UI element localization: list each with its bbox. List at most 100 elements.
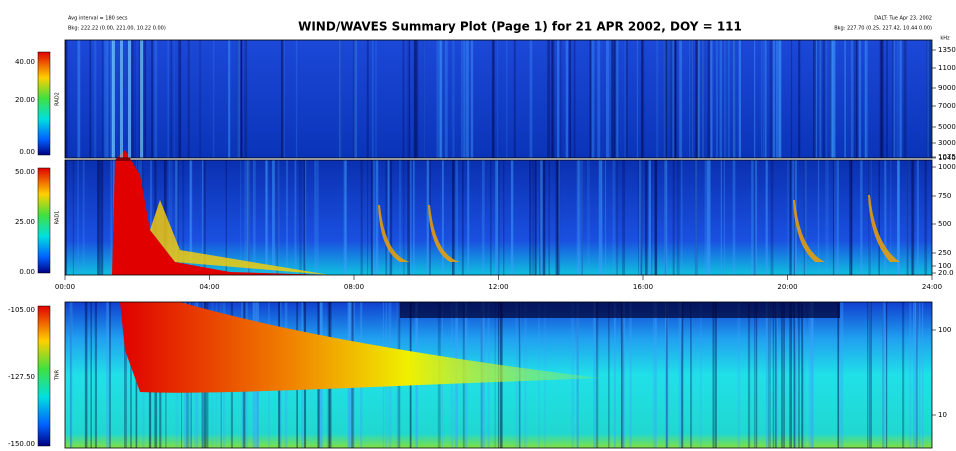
streak: [904, 40, 907, 158]
streak: [919, 302, 920, 448]
panel-label: RAD1: [55, 211, 61, 225]
streak: [170, 40, 172, 158]
streak: [695, 160, 697, 275]
streak: [641, 160, 643, 275]
colorbar: [38, 306, 50, 446]
streak: [94, 40, 97, 158]
streak: [305, 160, 306, 275]
streak: [168, 40, 169, 158]
colorbar-tick-label: 0.00: [19, 148, 35, 156]
streak: [131, 40, 133, 158]
streak: [73, 160, 74, 275]
streak: [629, 302, 631, 448]
streak: [578, 160, 580, 275]
freq-tick-label: 9000: [938, 84, 956, 92]
streak: [617, 40, 618, 158]
streak: [540, 160, 543, 275]
streak: [909, 302, 911, 448]
streak: [104, 40, 105, 158]
streak: [837, 302, 839, 448]
streak: [771, 160, 774, 275]
streak: [896, 40, 899, 158]
streak: [700, 302, 702, 448]
streak: [85, 302, 88, 448]
streak: [503, 160, 504, 275]
streak: [645, 160, 648, 275]
streak: [679, 40, 682, 158]
header-left-line: Bkg: 222.22 (0.00, 221.00, 10.22 0.00): [68, 26, 166, 32]
colorbar-tick-label: 0.00: [19, 268, 35, 276]
streak: [277, 160, 279, 275]
streak: [883, 302, 886, 448]
streak: [416, 40, 417, 158]
streak: [622, 302, 625, 448]
streak: [587, 160, 590, 275]
streak: [535, 160, 537, 275]
streak: [922, 302, 923, 448]
streak: [462, 160, 463, 275]
streak: [720, 40, 722, 158]
streak: [884, 160, 886, 275]
streak: [673, 160, 675, 275]
streak: [793, 302, 795, 448]
time-tick-label: 00:00: [55, 283, 75, 291]
streak: [576, 302, 578, 448]
streak: [439, 40, 442, 158]
streak: [705, 160, 707, 275]
burst-column: [140, 40, 143, 158]
streak: [605, 160, 606, 275]
streak: [281, 40, 284, 158]
colorbar: [38, 168, 50, 273]
streak: [213, 40, 215, 158]
title: WIND/WAVES Summary Plot (Page 1) for 21 …: [298, 20, 742, 34]
streak: [295, 160, 297, 275]
streak: [907, 160, 909, 275]
streak: [606, 40, 609, 158]
streak: [768, 302, 770, 448]
streak: [798, 40, 800, 158]
streak: [708, 40, 710, 158]
streak: [616, 160, 618, 275]
streak: [608, 302, 609, 448]
header-right-line: Bkg: 227.70 (0.25, 227.42, 10.44 0.00): [834, 26, 932, 32]
streak: [367, 40, 369, 158]
streak: [713, 302, 714, 448]
streak: [766, 160, 768, 275]
colorbar-tick-label: 20.00: [15, 96, 35, 104]
streak: [613, 40, 616, 158]
colorbar-tick-label: -105.00: [8, 306, 35, 314]
streak: [532, 160, 534, 275]
streak: [413, 160, 415, 275]
streak: [78, 160, 79, 275]
streak: [452, 40, 454, 158]
streak: [626, 40, 628, 158]
streak: [272, 160, 275, 275]
streak: [830, 40, 831, 158]
time-tick-label: 12:00: [488, 283, 508, 291]
streak: [417, 40, 419, 158]
streak: [372, 40, 373, 158]
freq-tick-label: 1000: [938, 163, 956, 171]
freq-tick-label: 1040: [938, 154, 956, 162]
streak: [367, 160, 368, 275]
units-label: kHz: [940, 36, 950, 42]
streak: [436, 40, 439, 158]
streak: [95, 302, 97, 448]
streak: [296, 40, 297, 158]
streak: [552, 40, 555, 158]
streak: [135, 40, 136, 158]
streak: [924, 160, 927, 275]
streak: [865, 40, 867, 158]
streak: [772, 40, 775, 158]
streak: [761, 40, 762, 158]
streak: [733, 40, 735, 158]
streak: [144, 40, 146, 158]
streak: [240, 40, 241, 158]
colorbar: [38, 52, 50, 155]
streak: [70, 302, 71, 448]
streak: [789, 302, 792, 448]
streak: [490, 160, 491, 275]
streak: [837, 160, 839, 275]
streak: [110, 160, 112, 275]
streak: [314, 160, 317, 275]
